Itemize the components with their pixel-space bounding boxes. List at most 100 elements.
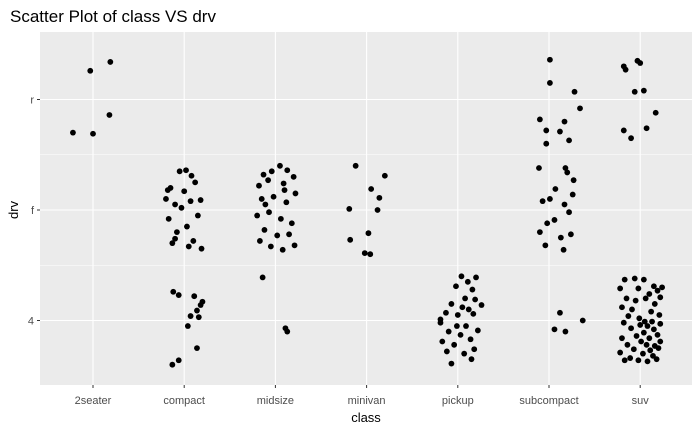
scatter-point <box>652 109 659 116</box>
scatter-point <box>291 242 298 249</box>
scatter-point <box>536 229 543 236</box>
scatter-point <box>557 309 563 316</box>
scatter-point <box>557 128 563 135</box>
scatter-point <box>570 177 577 184</box>
scatter-point <box>547 56 553 63</box>
scatter-point <box>640 350 646 357</box>
scatter-point <box>260 171 267 178</box>
scatter-point <box>536 165 542 171</box>
scatter-point <box>552 186 559 192</box>
scatter-point <box>170 288 177 295</box>
scatter-point <box>175 357 182 364</box>
scatter-point <box>367 251 374 258</box>
scatter-point <box>635 357 642 364</box>
scatter-point <box>566 137 572 144</box>
scatter-point <box>651 301 658 307</box>
scatter-point <box>270 193 277 200</box>
scatter-point <box>172 235 178 242</box>
scatter-point <box>566 209 572 216</box>
scatter-point <box>439 338 446 345</box>
scatter-point <box>579 317 586 324</box>
scatter-point <box>657 294 664 301</box>
scatter-point <box>265 177 272 184</box>
scatter-point <box>543 140 550 147</box>
scatter-point <box>632 297 639 304</box>
scatter-point <box>547 80 553 86</box>
scatter-point <box>657 320 664 327</box>
scatter-point <box>194 212 201 219</box>
scatter-point <box>90 130 96 137</box>
scatter-point <box>637 322 644 328</box>
scatter-point <box>454 312 461 318</box>
scatter-point <box>623 295 630 302</box>
scatter-point <box>628 325 634 332</box>
scatter-point <box>644 323 651 329</box>
scatter-point <box>462 295 468 302</box>
scatter-point <box>458 273 465 280</box>
scatter-point <box>551 326 558 333</box>
scatter-point <box>106 112 113 118</box>
scatter-point <box>361 250 368 256</box>
scatter-point <box>437 316 444 323</box>
scatter-point <box>638 338 645 345</box>
x-axis-title: class <box>351 410 381 425</box>
y-axis-ticks: 4 f r <box>28 95 40 328</box>
scatter-point <box>625 313 632 319</box>
scatter-point <box>184 223 190 230</box>
scatter-point <box>543 127 550 134</box>
x-tick-label: midsize <box>257 395 294 407</box>
scatter-point <box>640 276 647 283</box>
scatter-point <box>542 242 549 249</box>
scatter-point <box>620 319 627 326</box>
scatter-point <box>277 162 283 169</box>
scatter-point <box>374 207 381 213</box>
scatter-point <box>577 105 583 112</box>
scatter-point <box>281 187 288 194</box>
plot-panel <box>40 32 692 385</box>
scatter-point <box>561 118 568 125</box>
scatter-point <box>190 238 197 244</box>
scatter-point <box>562 328 569 335</box>
scatter-point <box>258 196 265 202</box>
scatter-point <box>174 229 180 236</box>
x-tick-label: minivan <box>348 395 386 407</box>
scatter-point <box>644 358 651 365</box>
scatter-point <box>569 191 576 198</box>
scatter-point <box>347 236 354 243</box>
scatter-point <box>451 341 458 348</box>
scatter-point <box>649 318 655 325</box>
scatter-point <box>176 168 183 175</box>
scatter-point <box>648 308 655 315</box>
scatter-point <box>631 275 638 282</box>
scatter-point <box>184 323 191 329</box>
scatter-point <box>277 215 284 222</box>
scatter-point <box>368 186 375 192</box>
scatter-point <box>647 347 654 354</box>
scatter-point <box>164 187 171 194</box>
y-tick-label: 4 <box>28 316 34 328</box>
scatter-point <box>650 283 657 290</box>
scatter-point <box>290 173 297 180</box>
scatter-point <box>284 167 291 174</box>
scatter-point <box>279 246 286 253</box>
x-tick-label: 2seater <box>75 395 112 407</box>
scatter-point <box>280 180 287 187</box>
scatter-point <box>197 302 204 308</box>
scatter-point <box>561 201 568 208</box>
scatter-point <box>628 135 634 142</box>
scatter-point <box>656 312 663 318</box>
scatter-point <box>567 231 574 238</box>
scatter-point <box>346 205 353 212</box>
scatter-point <box>448 301 455 307</box>
scatter-point <box>256 238 263 244</box>
scatter-point <box>468 356 475 363</box>
scatter-point <box>622 66 629 73</box>
scatter-point <box>619 304 625 311</box>
scatter-point <box>659 284 665 291</box>
scatter-point <box>562 165 569 171</box>
scatter-point <box>641 318 648 325</box>
scatter-point <box>635 285 642 292</box>
scatter-point <box>631 88 638 95</box>
scatter-point <box>163 196 169 202</box>
x-axis-ticks: 2seater compact midsize minivan pickup subcom… <box>75 385 649 407</box>
